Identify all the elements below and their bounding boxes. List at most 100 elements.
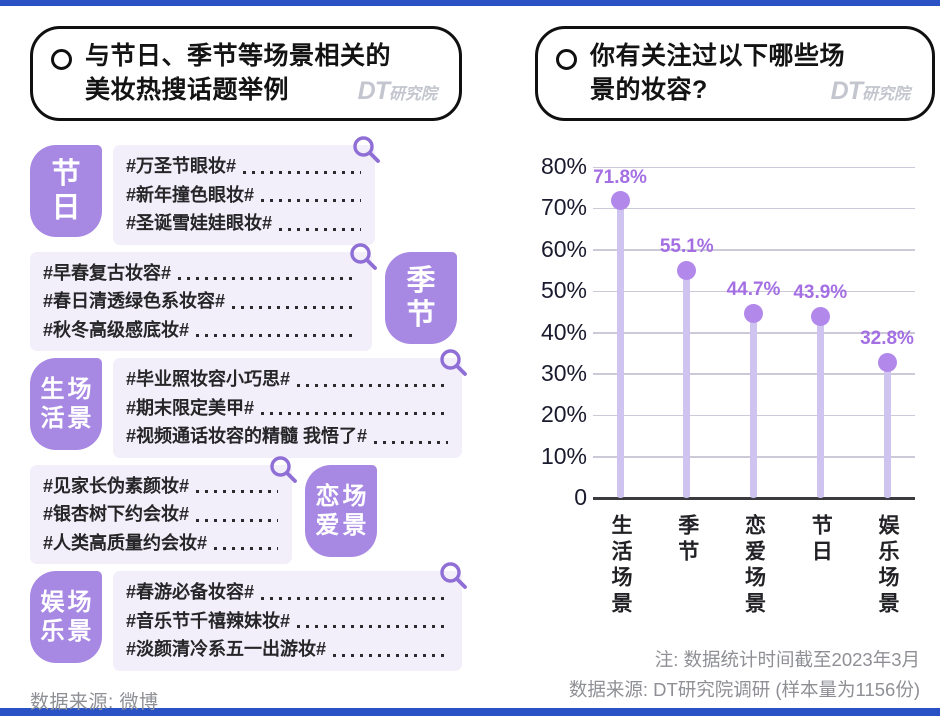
dotted-leader <box>297 383 448 387</box>
y-axis-tick-label: 50% <box>540 277 587 304</box>
bottom-accent-bar <box>0 708 940 716</box>
topic-line: #视频通话妆容的精髓 我悟了# <box>126 422 448 451</box>
dotted-leader <box>196 518 278 522</box>
topic-text: #万圣节眼妆# <box>126 156 237 176</box>
lollipop-marker <box>810 306 830 326</box>
topic-line: #春日清透绿色系妆容# <box>43 287 358 316</box>
y-gridline <box>593 249 915 251</box>
topic-line: #淡颜清冷系五一出游妆# <box>126 635 448 664</box>
y-axis-tick-label: 40% <box>540 318 587 345</box>
topic-box-love: #见家长伪素颜妆# #银杏树下约会妆# #人类高质量约会妆# <box>30 455 297 564</box>
left-title-box: 与节日、季节等场景相关的 美妆热搜话题举例 DT研究院 <box>30 26 462 121</box>
topic-group-love: #见家长伪素颜妆# #银杏树下约会妆# #人类高质量约会妆# 恋场 爱景 <box>30 455 462 564</box>
dotted-leader <box>261 412 448 415</box>
left-panel-title: 与节日、季节等场景相关的 美妆热搜话题举例 <box>85 40 391 107</box>
badge-row: 活景 <box>40 405 95 432</box>
topic-group-entertainment: 娱场 乐景 #春游必备妆容# #音乐节千禧辣妹妆# #淡颜清冷系五一出游妆# <box>30 562 467 671</box>
dt-logo-mark: DT <box>357 77 390 105</box>
topic-line: #早春复古妆容# <box>43 259 358 288</box>
y-axis-tick-label: 60% <box>540 235 587 262</box>
lollipop-marker <box>877 352 897 372</box>
y-gridline <box>593 290 915 293</box>
lollipop-stem <box>683 270 691 498</box>
circle-bullet-icon <box>556 49 577 70</box>
y-axis-tick-label: 70% <box>540 194 587 221</box>
x-axis-category-label: 季节 <box>675 514 699 566</box>
topic-text: #圣诞雪娃娃眼妆# <box>126 213 273 233</box>
topic-text: #音乐节千禧辣妹妆# <box>126 610 291 631</box>
badge-row: 日 <box>51 192 81 224</box>
topic-line: #毕业照妆容小巧思# <box>126 365 448 394</box>
x-axis-category-label: 恋爱场景 <box>742 514 766 618</box>
topic-text: #新年撞色眼妆# <box>126 184 255 205</box>
topic-line: #万圣节眼妆# <box>126 152 361 181</box>
x-axis-category-label: 节日 <box>809 514 833 566</box>
right-panel-title: 你有关注过以下哪些场 景的妆容? <box>590 40 845 107</box>
badge-row: 生场 <box>40 376 95 403</box>
top-accent-bar <box>0 0 940 6</box>
dotted-leader <box>374 440 448 444</box>
right-title-line2: 景的妆容? <box>590 75 708 104</box>
lollipop-marker <box>744 303 763 323</box>
dotted-leader <box>232 305 358 309</box>
survey-chart-panel: 你有关注过以下哪些场 景的妆容? DT研究院 80% 70% 60% 50% 40% 30… <box>535 26 935 704</box>
y-gridline <box>593 207 915 210</box>
dotted-leader <box>214 547 278 550</box>
topic-box-entertainment: #春游必备妆容# #音乐节千禧辣妹妆# #淡颜清冷系五一出游妆# <box>113 562 467 671</box>
dt-research-logo: DT研究院 <box>831 77 910 106</box>
topic-group-season: #早春复古妆容# #春日清透绿色系妆容# #秋冬高级感底妆# 季 节 <box>30 242 462 351</box>
badge-row: 爱景 <box>315 511 370 539</box>
topic-line: #音乐节千禧辣妹妆# <box>126 607 448 636</box>
hot-topics-panel: 与节日、季节等场景相关的 美妆热搜话题举例 DT研究院 节 日 #万圣节眼妆# … <box>30 26 467 714</box>
left-title-line2: 美妆热搜话题举例 <box>85 75 290 104</box>
search-icon <box>353 136 380 163</box>
dotted-leader <box>196 334 358 337</box>
y-axis-tick-label: 80% <box>540 153 587 179</box>
topic-text: #视频通话妆容的精髓 我悟了# <box>126 426 368 446</box>
dt-logo-mark: DT <box>830 77 863 105</box>
dt-logo-text: 研究院 <box>388 86 437 103</box>
badge-row: 节 <box>406 298 436 331</box>
topic-text: #早春复古妆容# <box>43 262 172 283</box>
topic-text: #银杏树下约会妆# <box>43 504 190 524</box>
value-label: 32.8% <box>860 328 914 350</box>
topic-line: #银杏树下约会妆# <box>43 500 278 529</box>
badge-row: 节 <box>51 158 81 190</box>
topic-text: #秋冬高级感底妆# <box>43 319 190 340</box>
search-icon <box>270 455 297 483</box>
category-badge-life: 生场 活景 <box>30 358 102 450</box>
value-label: 44.7% <box>726 279 781 301</box>
topic-box-festival: #万圣节眼妆# #新年撞色眼妆# #圣诞雪娃娃眼妆# <box>113 136 380 245</box>
lollipop-stem <box>750 313 757 498</box>
dt-logo-text: 研究院 <box>861 86 910 103</box>
topic-text: #人类高质量约会妆# <box>43 532 208 553</box>
topic-text: #毕业照妆容小巧思# <box>126 369 291 389</box>
badge-row: 乐景 <box>40 618 95 645</box>
badge-row: 娱场 <box>40 589 95 616</box>
topic-text: #见家长伪素颜妆# <box>43 475 190 496</box>
right-title-box: 你有关注过以下哪些场 景的妆容? DT研究院 <box>535 26 935 121</box>
topic-line: #秋冬高级感底妆# <box>43 316 358 345</box>
circle-bullet-icon <box>51 49 72 70</box>
topic-box-season: #早春复古妆容# #春日清透绿色系妆容# #秋冬高级感底妆# <box>30 242 377 351</box>
lollipop-marker <box>677 260 697 280</box>
left-source-note: 数据来源: 微博 <box>30 691 159 713</box>
value-label: 55.1% <box>659 236 714 258</box>
topic-line: #人类高质量约会妆# <box>43 529 278 558</box>
y-axis-tick-label: 10% <box>540 442 587 469</box>
chart-note-period: 注: 数据统计时间截至2023年3月 <box>654 649 920 670</box>
dotted-leader <box>279 227 361 231</box>
right-title-line1: 你有关注过以下哪些场 <box>590 42 846 70</box>
dotted-leader <box>297 625 448 628</box>
dotted-leader <box>261 199 361 202</box>
left-title-line1: 与节日、季节等场景相关的 <box>85 42 392 70</box>
y-gridline <box>593 166 915 168</box>
badge-row: 季 <box>406 264 436 297</box>
chart-notes: 注: 数据统计时间截至2023年3月 数据来源: DT研究院调研 (样本量为11… <box>535 645 920 704</box>
category-badge-season: 季 节 <box>385 251 457 344</box>
y-axis-tick-label: 30% <box>540 359 587 386</box>
y-axis-tick-label: 20% <box>540 401 587 428</box>
topic-line: #春游必备妆容# <box>126 578 448 607</box>
dotted-leader <box>261 596 448 600</box>
